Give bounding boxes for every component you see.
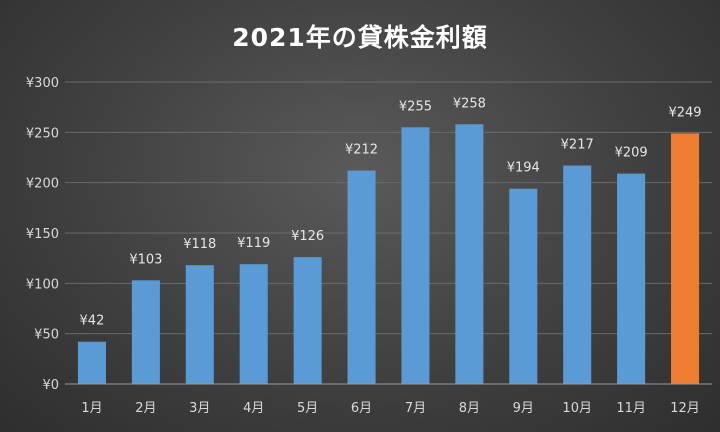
x-tick-label: 8月 <box>459 401 480 416</box>
x-tick-label: 2月 <box>135 401 156 416</box>
y-tick-label: ¥150 <box>26 227 59 242</box>
y-tick-label: ¥50 <box>34 328 59 343</box>
x-tick-label: 6月 <box>351 401 372 416</box>
data-label: ¥103 <box>129 252 162 267</box>
x-tick-label: 9月 <box>513 401 534 416</box>
bar <box>293 257 322 384</box>
bars <box>77 124 700 385</box>
data-label: ¥212 <box>345 143 378 158</box>
x-tick-label: 3月 <box>189 401 210 416</box>
bar <box>239 264 268 384</box>
x-tick-label: 10月 <box>562 401 592 416</box>
x-tick-label: 4月 <box>243 401 264 416</box>
data-label: ¥42 <box>80 314 105 329</box>
bar <box>77 341 106 384</box>
data-label: ¥249 <box>668 105 701 120</box>
data-label: ¥258 <box>453 96 486 111</box>
y-tick-label: ¥200 <box>26 177 59 192</box>
y-tick-label: ¥100 <box>26 277 59 292</box>
bar <box>185 265 214 384</box>
bar <box>401 127 430 385</box>
data-label: ¥119 <box>237 236 270 251</box>
chart-title: 2021年の貸株金利額 <box>232 23 488 52</box>
bar <box>671 133 700 384</box>
y-axis-ticks: ¥0 ¥50 ¥100 ¥150 ¥200 ¥250 ¥300 <box>26 76 59 393</box>
x-axis-ticks: 1月 2月 3月 4月 5月 6月 7月 8月 9月 10月 11月 12月 <box>81 401 699 416</box>
x-tick-label: 7月 <box>405 401 426 416</box>
x-tick-label: 11月 <box>616 401 646 416</box>
bar <box>563 165 592 384</box>
data-label: ¥194 <box>507 161 540 176</box>
y-tick-label: ¥0 <box>42 378 59 393</box>
bar <box>131 280 160 384</box>
x-tick-label: 5月 <box>297 401 318 416</box>
data-label: ¥126 <box>291 229 324 244</box>
data-label: ¥255 <box>399 99 432 114</box>
data-labels: ¥42 ¥103 ¥118 ¥119 ¥126 ¥212 ¥255 ¥258 ¥194 ¥217 ¥… <box>80 96 702 328</box>
y-tick-label: ¥250 <box>26 126 59 141</box>
y-tick-label: ¥300 <box>26 76 59 91</box>
bar <box>509 188 538 384</box>
gridlines <box>65 81 712 335</box>
bar <box>617 173 646 384</box>
x-tick-label: 12月 <box>670 401 700 416</box>
bar <box>347 170 376 384</box>
data-label: ¥209 <box>615 146 648 161</box>
x-tick-label: 1月 <box>81 401 102 416</box>
data-label: ¥118 <box>183 237 216 252</box>
bar <box>455 124 484 384</box>
data-label: ¥217 <box>561 138 594 153</box>
